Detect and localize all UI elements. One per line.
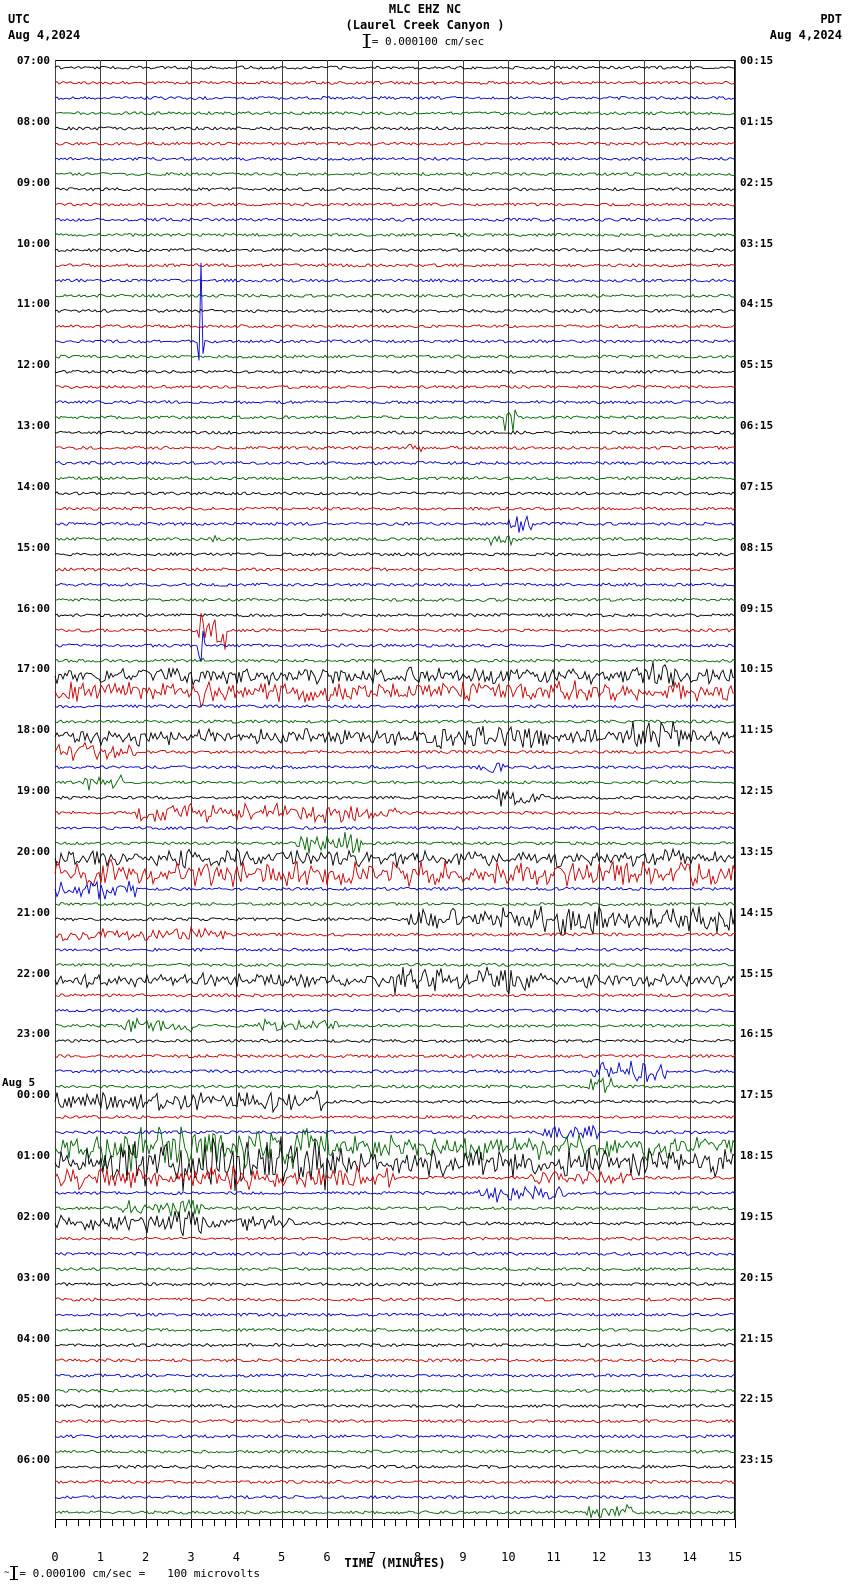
pdt-time-label: 08:15 xyxy=(740,541,788,554)
utc-time-label: 03:00 xyxy=(2,1271,50,1284)
pdt-time-label: 02:15 xyxy=(740,176,788,189)
utc-time-label: 11:00 xyxy=(2,297,50,310)
pdt-time-label: 09:15 xyxy=(740,602,788,615)
footer-scale-bar-icon xyxy=(13,1566,15,1580)
timezone-left: UTC Aug 4,2024 xyxy=(8,12,80,43)
utc-time-label: 15:00 xyxy=(2,541,50,554)
x-tick-label: 11 xyxy=(546,1550,560,1564)
pdt-time-label: 03:15 xyxy=(740,237,788,250)
scale-indicator: = 0.000100 cm/sec xyxy=(366,34,485,48)
x-tick-label: 4 xyxy=(233,1550,240,1564)
x-tick-label: 1 xyxy=(97,1550,104,1564)
x-tick-label: 13 xyxy=(637,1550,651,1564)
x-tick-label: 6 xyxy=(323,1550,330,1564)
utc-time-label: 00:00 xyxy=(2,1088,50,1101)
utc-time-label: 13:00 xyxy=(2,419,50,432)
pdt-time-label: 07:15 xyxy=(740,480,788,493)
tz-left-label: UTC xyxy=(8,12,80,28)
utc-time-label: 21:00 xyxy=(2,906,50,919)
pdt-time-label: 18:15 xyxy=(740,1149,788,1162)
pdt-time-label: 10:15 xyxy=(740,662,788,675)
utc-time-label: 23:00 xyxy=(2,1027,50,1040)
plot-area: 07:0008:0009:0010:0011:0012:0013:0014:00… xyxy=(55,60,735,1520)
utc-time-label: 20:00 xyxy=(2,845,50,858)
pdt-time-label: 12:15 xyxy=(740,784,788,797)
seismic-trace xyxy=(55,60,735,1520)
pdt-time-label: 16:15 xyxy=(740,1027,788,1040)
pdt-time-label: 22:15 xyxy=(740,1392,788,1405)
pdt-time-label: 06:15 xyxy=(740,419,788,432)
x-tick-label: 10 xyxy=(501,1550,515,1564)
station-code: MLC EHZ NC xyxy=(0,2,850,18)
pdt-time-label: 01:15 xyxy=(740,115,788,128)
pdt-time-label: 00:15 xyxy=(740,54,788,67)
pdt-time-label: 14:15 xyxy=(740,906,788,919)
grid-line xyxy=(735,60,736,1520)
scale-text: = 0.000100 cm/sec xyxy=(372,35,485,48)
utc-time-label: 22:00 xyxy=(2,967,50,980)
x-tick-label: 3 xyxy=(187,1550,194,1564)
station-name: (Laurel Creek Canyon ) xyxy=(0,18,850,34)
pdt-time-label: 15:15 xyxy=(740,967,788,980)
x-axis-title: TIME (MINUTES) xyxy=(344,1556,445,1570)
utc-time-label: 14:00 xyxy=(2,480,50,493)
utc-time-label: 18:00 xyxy=(2,723,50,736)
x-tick-label: 15 xyxy=(728,1550,742,1564)
utc-time-label: 17:00 xyxy=(2,662,50,675)
footer-text1: = 0.000100 cm/sec = xyxy=(19,1567,145,1580)
x-tick-marks xyxy=(55,1520,735,1528)
utc-time-label: 07:00 xyxy=(2,54,50,67)
timezone-right: PDT Aug 4,2024 xyxy=(770,12,842,43)
x-tick-label: 2 xyxy=(142,1550,149,1564)
x-tick-label: 14 xyxy=(682,1550,696,1564)
pdt-time-label: 13:15 xyxy=(740,845,788,858)
scale-bar-icon xyxy=(366,34,368,48)
footer-note: ~ = 0.000100 cm/sec = 100 microvolts xyxy=(4,1566,260,1580)
tz-right-date: Aug 4,2024 xyxy=(770,28,842,44)
utc-time-label: 02:00 xyxy=(2,1210,50,1223)
pdt-time-label: 20:15 xyxy=(740,1271,788,1284)
seismogram-container: MLC EHZ NC (Laurel Creek Canyon ) = 0.00… xyxy=(0,0,850,1584)
utc-time-label: 08:00 xyxy=(2,115,50,128)
utc-time-label: 12:00 xyxy=(2,358,50,371)
day-break-label: Aug 5 xyxy=(2,1076,50,1089)
footer-text2: 100 microvolts xyxy=(167,1567,260,1580)
pdt-time-label: 17:15 xyxy=(740,1088,788,1101)
pdt-time-label: 19:15 xyxy=(740,1210,788,1223)
x-tick-label: 0 xyxy=(51,1550,58,1564)
chart-header: MLC EHZ NC (Laurel Creek Canyon ) xyxy=(0,2,850,33)
pdt-time-label: 23:15 xyxy=(740,1453,788,1466)
pdt-time-label: 21:15 xyxy=(740,1332,788,1345)
pdt-time-label: 11:15 xyxy=(740,723,788,736)
utc-time-label: 05:00 xyxy=(2,1392,50,1405)
tz-right-label: PDT xyxy=(770,12,842,28)
utc-time-label: 16:00 xyxy=(2,602,50,615)
x-tick-label: 5 xyxy=(278,1550,285,1564)
tz-left-date: Aug 4,2024 xyxy=(8,28,80,44)
utc-time-label: 01:00 xyxy=(2,1149,50,1162)
pdt-time-label: 05:15 xyxy=(740,358,788,371)
utc-time-label: 06:00 xyxy=(2,1453,50,1466)
utc-time-label: 19:00 xyxy=(2,784,50,797)
utc-time-label: 09:00 xyxy=(2,176,50,189)
x-tick-label: 12 xyxy=(592,1550,606,1564)
utc-time-label: 04:00 xyxy=(2,1332,50,1345)
x-tick-label: 9 xyxy=(459,1550,466,1564)
utc-time-label: 10:00 xyxy=(2,237,50,250)
pdt-time-label: 04:15 xyxy=(740,297,788,310)
